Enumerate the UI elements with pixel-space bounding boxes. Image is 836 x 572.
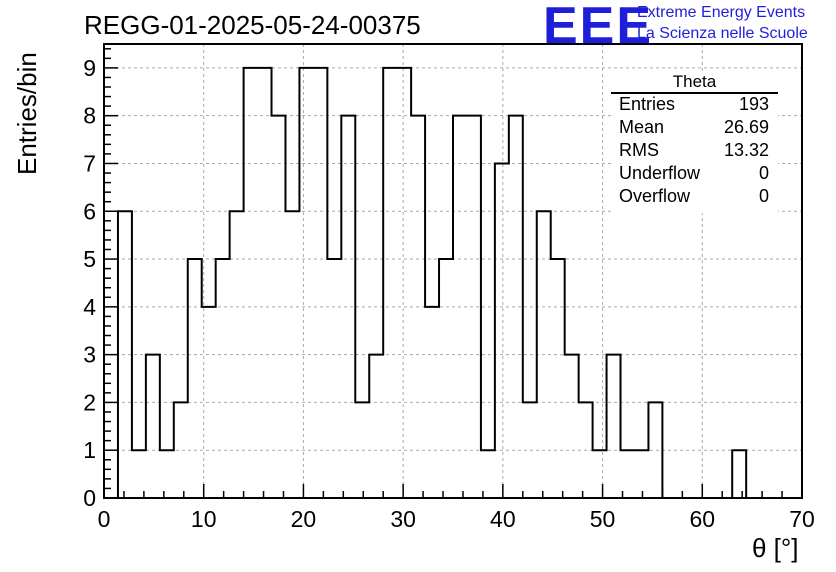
stats-value: 0 (758, 163, 769, 183)
histogram-bin (439, 259, 453, 498)
x-tick-label: 0 (98, 506, 111, 532)
x-tick-label: 60 (689, 506, 715, 532)
histogram-bin (481, 450, 495, 498)
histogram-bin (369, 355, 383, 498)
histogram-bin (313, 68, 327, 498)
y-tick-label: 5 (83, 246, 96, 272)
y-tick-label: 0 (83, 485, 96, 511)
logo-line-1: Extreme Energy Events (637, 4, 806, 21)
histogram-bin (593, 450, 607, 498)
plot-frame (103, 43, 803, 499)
histogram-outline (104, 66, 802, 499)
histogram-bars (104, 66, 802, 499)
histogram-bin (132, 450, 146, 498)
stats-title: Theta (611, 72, 778, 94)
axis-ticks: 0 10 20 30 40 50 60 70 0 1 2 3 4 5 6 7 8 9 (83, 48, 815, 532)
stats-value: 0 (758, 186, 769, 206)
stats-key: Entries (619, 94, 676, 114)
stats-value: 13.32 (723, 140, 769, 160)
stats-key: Overflow (619, 186, 691, 206)
x-tick-label: 20 (291, 506, 317, 532)
stats-value: 26.69 (723, 117, 769, 137)
histogram-bin (341, 116, 355, 498)
x-tick-label: 30 (390, 506, 416, 532)
x-axis-label: θ [°] (752, 533, 799, 563)
histogram-bin (216, 259, 230, 498)
plot-title: REGG-01-2025-05-24-00375 (84, 10, 421, 40)
histogram-bin (174, 402, 188, 498)
histogram-bin (258, 68, 272, 498)
histogram-bin (299, 68, 313, 498)
stats-key: Underflow (619, 163, 701, 183)
histogram-bin (383, 68, 397, 498)
histogram-bin (188, 259, 202, 498)
x-tick-label: 50 (590, 506, 616, 532)
histogram-bin (327, 259, 341, 498)
y-tick-label: 9 (83, 55, 96, 81)
eee-logo: EEE (543, 0, 654, 55)
histogram-bin (146, 355, 160, 498)
stats-key: RMS (619, 140, 659, 160)
histogram-bin (634, 450, 648, 498)
x-tick-label: 70 (789, 506, 815, 532)
y-tick-label: 4 (83, 294, 96, 320)
y-tick-label: 3 (83, 342, 96, 368)
stats-value: 193 (738, 94, 769, 114)
y-axis-label: Entries/bin (12, 52, 42, 175)
logo-line-2: La Scienza nelle Scuole (637, 25, 808, 42)
histogram-bin (397, 68, 411, 498)
histogram-bin (551, 259, 565, 498)
histogram-bin (621, 450, 635, 498)
histogram-bin (732, 450, 746, 498)
y-tick-label: 7 (83, 150, 96, 176)
y-tick-label: 8 (83, 103, 96, 129)
histogram-bin (565, 355, 579, 498)
x-tick-label: 10 (191, 506, 217, 532)
histogram-bin (495, 163, 509, 498)
histogram-bin (244, 68, 258, 498)
histogram-bin (607, 355, 621, 498)
y-tick-label: 2 (83, 389, 96, 415)
stats-key: Mean (619, 117, 665, 137)
histogram-bin (160, 450, 174, 498)
y-tick-label: 1 (83, 437, 96, 463)
y-tick-label: 6 (83, 198, 96, 224)
axes (103, 43, 803, 499)
x-tick-label: 40 (490, 506, 516, 532)
stats-box: Theta Entries 193 Mean 26.69 RMS 13.32 U… (611, 72, 778, 213)
